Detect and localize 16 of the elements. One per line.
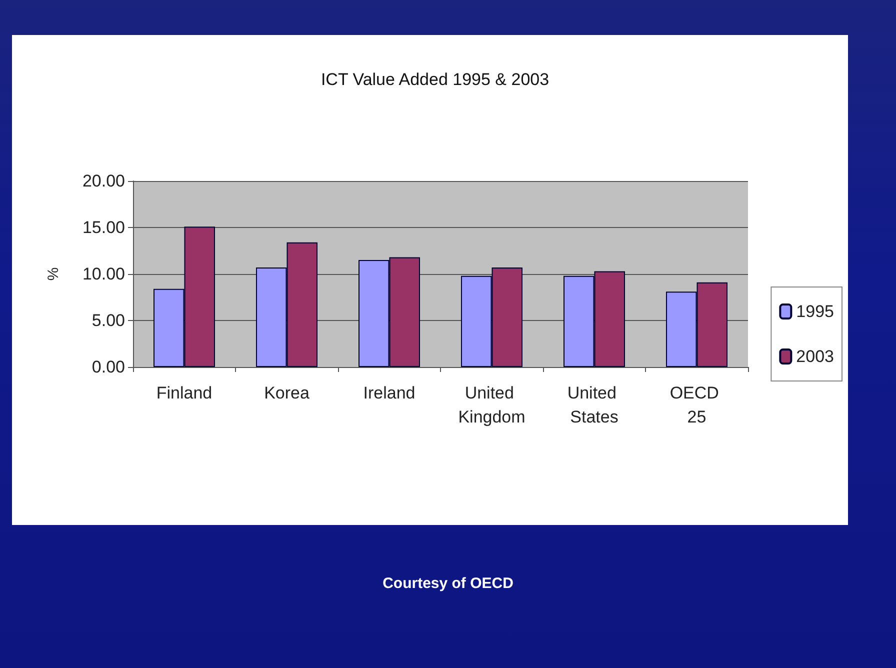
legend-label: 1995: [796, 302, 834, 321]
legend-label: 2003: [796, 347, 834, 366]
x-tick-label: Ireland: [363, 384, 416, 402]
text: Courtesy of OECD: [382, 575, 514, 592]
x-tick-label: United States: [567, 384, 622, 426]
y-tick-label: 15.00: [82, 218, 125, 237]
x-tick-label: OECD 25: [670, 384, 724, 426]
x-tick-label: United Kingdom: [458, 384, 526, 426]
y-tick-label: 5.00: [92, 311, 125, 330]
x-tick-label: Korea: [264, 384, 310, 402]
y-axis-title: %: [45, 267, 62, 281]
chart-title: ICT Value Added 1995 & 2003: [320, 70, 550, 89]
x-tick-label: Finland: [156, 384, 212, 402]
y-tick-label: 20.00: [82, 172, 125, 190]
y-tick-label: 10.00: [82, 264, 125, 284]
y-tick-label: 0.00: [92, 358, 125, 376]
